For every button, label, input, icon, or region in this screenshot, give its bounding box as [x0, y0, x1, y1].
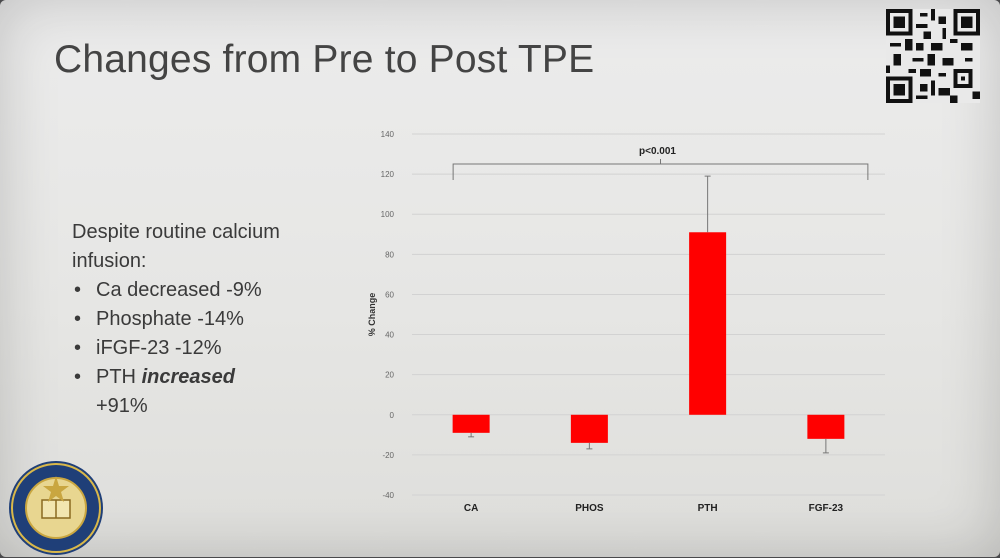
y-tick-label: 100	[381, 210, 395, 219]
x-tick-label: FGF-23	[809, 503, 844, 514]
x-tick-label: PHOS	[575, 503, 604, 514]
bar-chart: -40 -20 0 20 40 60 80 100 120 140 % Change CA PHOS PT…	[367, 130, 885, 514]
bar-pth	[689, 232, 727, 415]
bullet-item: Phosphate -14%	[72, 305, 332, 334]
y-tick-label: 20	[385, 371, 394, 380]
y-tick-label: 60	[385, 290, 394, 299]
intro-text: Despite routine calcium infusion:	[72, 221, 280, 272]
y-tick-label: 0	[390, 411, 395, 420]
qr-code-icon	[886, 9, 980, 103]
p-value-annotation: p<0.001	[639, 146, 676, 157]
bar-phos	[570, 414, 608, 443]
y-tick-label: -40	[382, 491, 394, 500]
bullet-list-block: Despite routine calcium infusion: Ca dec…	[72, 218, 332, 421]
bullet-text: Phosphate -14%	[96, 308, 244, 330]
bullet-text: PTH	[96, 366, 142, 388]
y-tick-label: 80	[385, 250, 394, 259]
bullet-list: Ca decreased -9% Phosphate -14% iFGF-23 …	[72, 276, 332, 421]
bar-fgf-23	[807, 414, 845, 439]
significance-bracket	[452, 163, 869, 180]
university-of-california-seal-icon	[9, 461, 103, 555]
y-axis-label: % Change	[367, 293, 377, 337]
bar-ca	[452, 414, 490, 433]
bullet-item: PTH increased +91%	[72, 363, 332, 421]
bullet-item: iFGF-23 -12%	[72, 334, 332, 363]
slide-title: Changes from Pre to Post TPE	[54, 38, 595, 81]
bullet-item: Ca decreased -9%	[72, 276, 332, 305]
y-tick-label: 40	[385, 331, 394, 340]
y-tick-label: 120	[381, 170, 395, 179]
y-tick-label: -20	[382, 451, 394, 460]
bullet-text: Ca decreased -9%	[96, 279, 262, 301]
x-tick-label: CA	[464, 503, 478, 514]
bullet-text: iFGF-23 -12%	[96, 337, 222, 359]
x-tick-label: PTH	[698, 503, 718, 514]
y-tick-label: 140	[381, 130, 395, 139]
bullet-tail: +91%	[96, 395, 148, 417]
bullet-emphasis: increased	[141, 366, 235, 388]
